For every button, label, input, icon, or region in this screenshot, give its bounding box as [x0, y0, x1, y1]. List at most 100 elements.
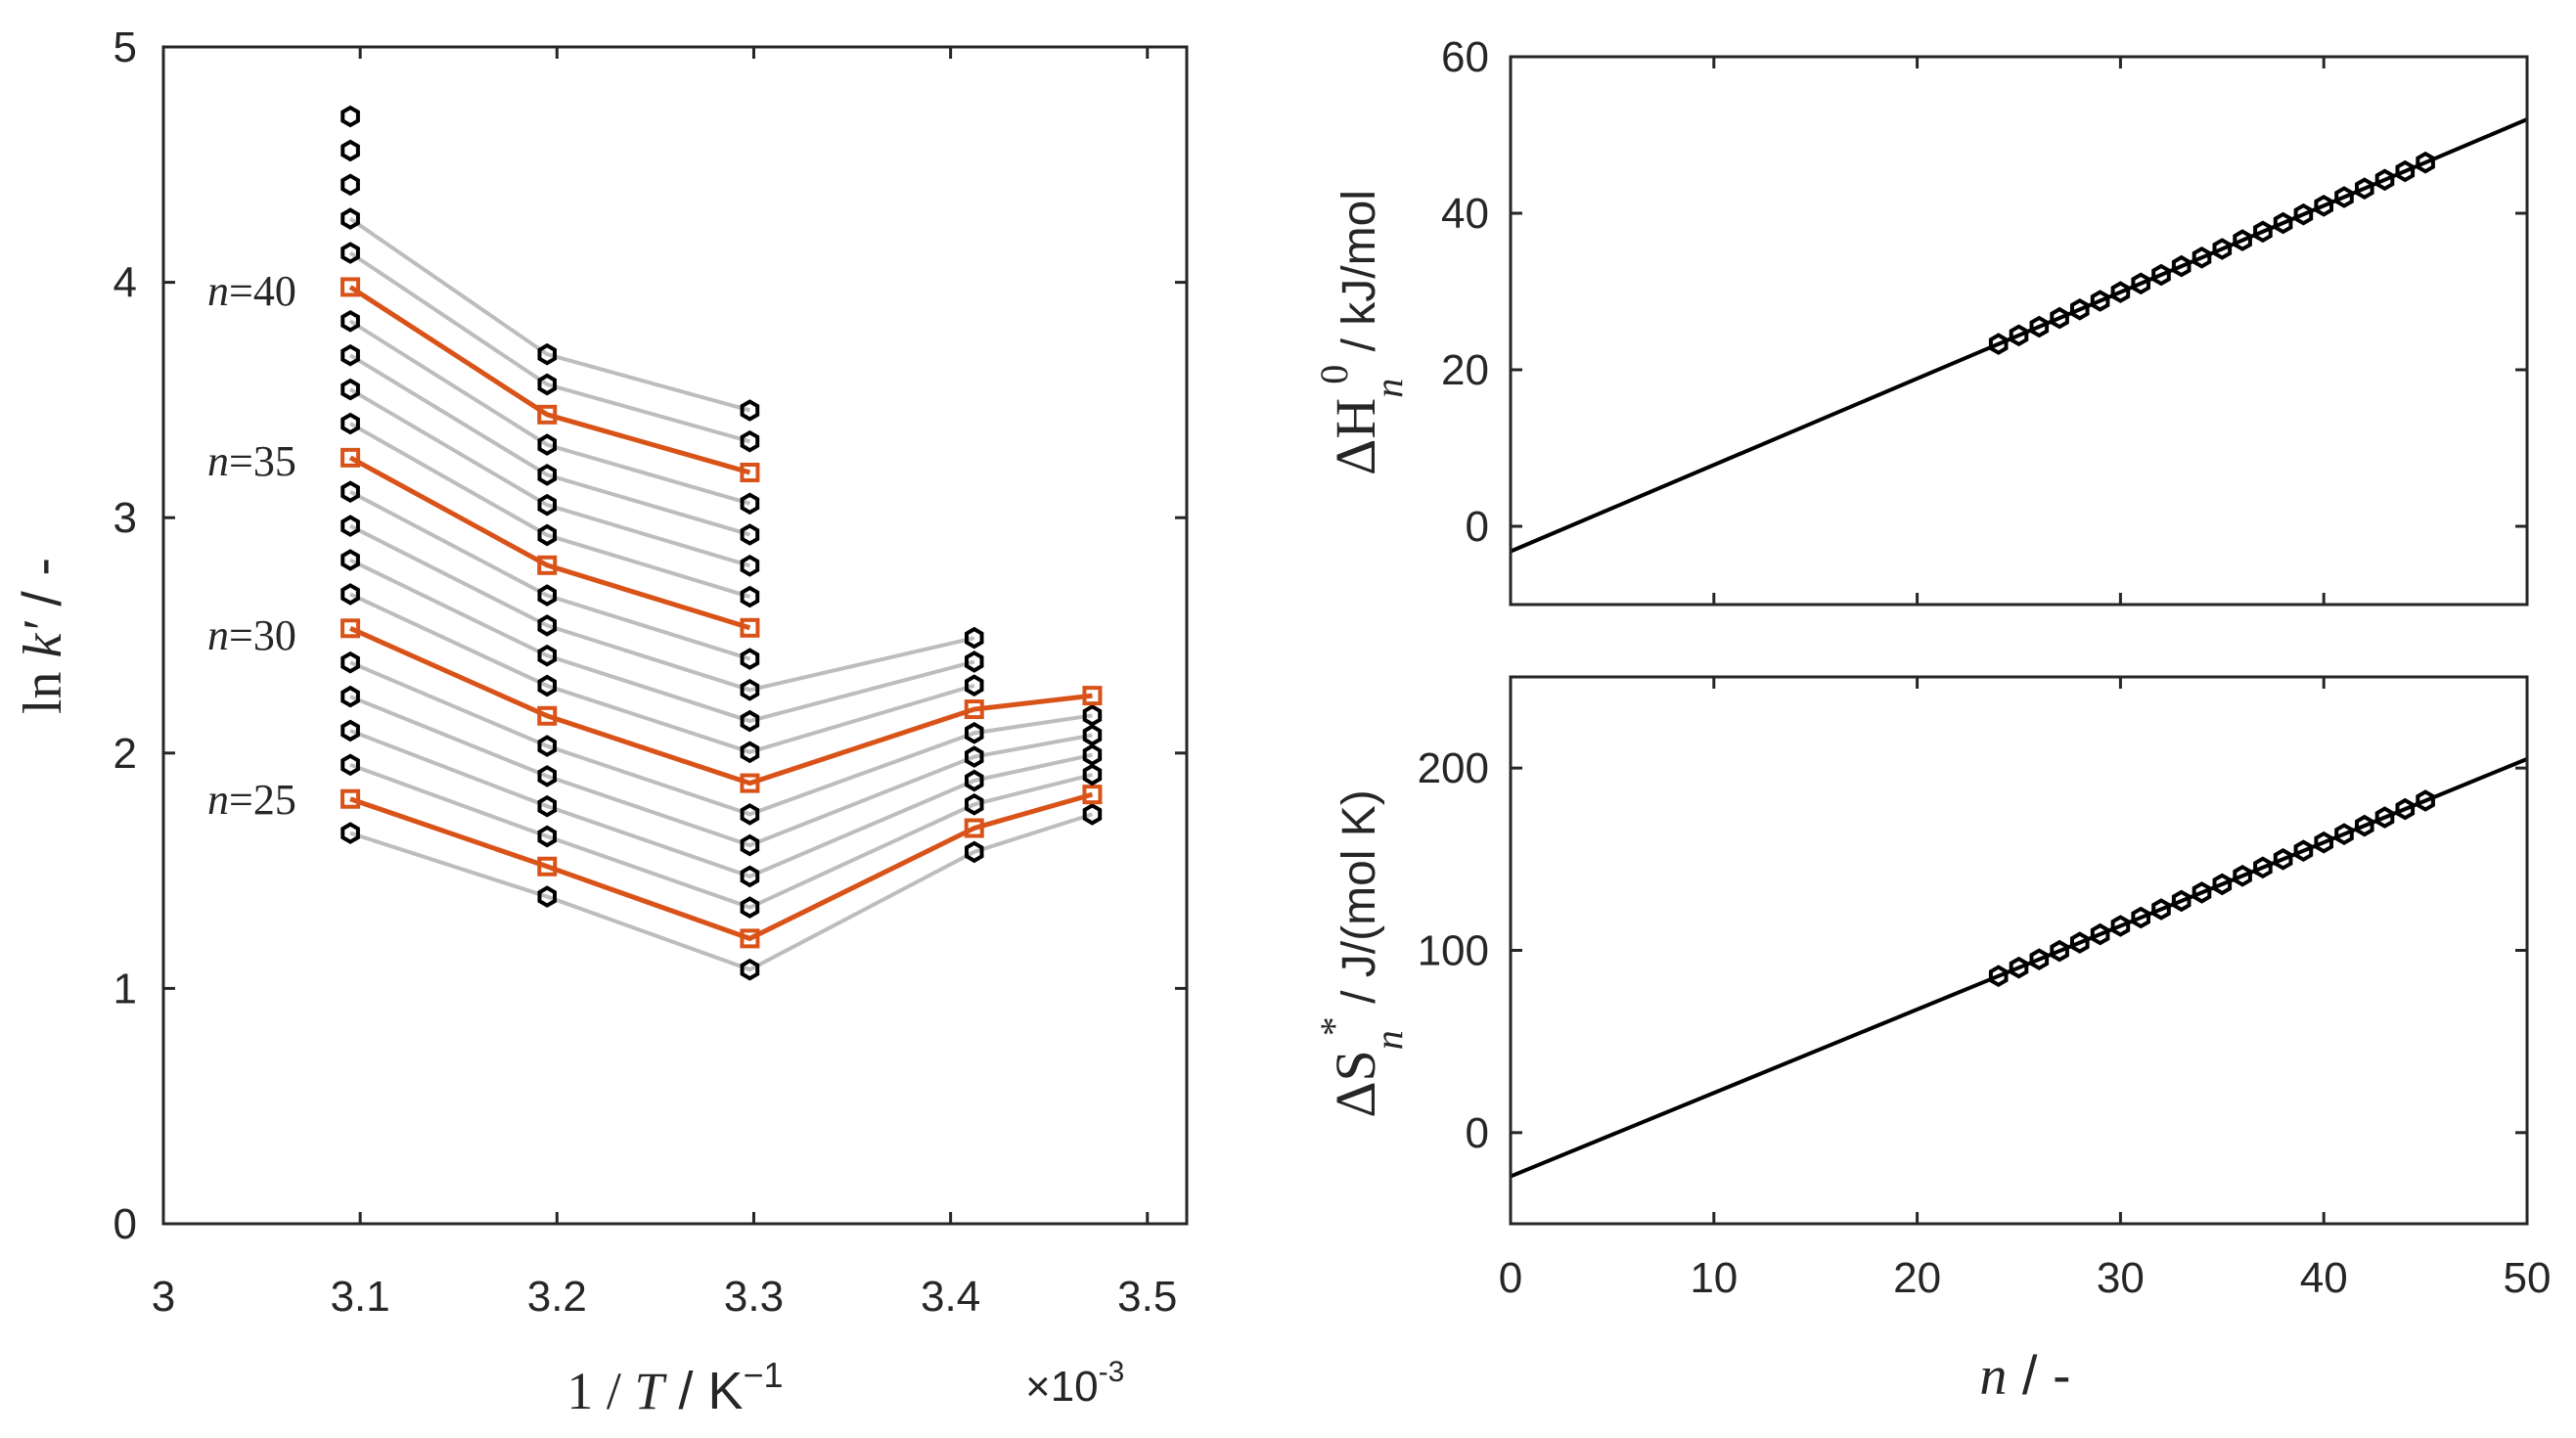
- data-hexagon-marker: [537, 644, 557, 667]
- data-hexagon-marker: [740, 678, 760, 701]
- entropy-data-marker: [1988, 965, 2009, 988]
- highlight-square-marker: [340, 447, 361, 468]
- data-hexagon-marker: [537, 674, 557, 697]
- data-hexagon-marker: [340, 309, 360, 333]
- entropy-x-tick-label: 50: [2504, 1254, 2552, 1302]
- entropy-x-axis-label: n / -: [1979, 1344, 2070, 1407]
- series-label-n30: n=30: [207, 611, 296, 659]
- enthalpy-data-marker: [2151, 263, 2171, 287]
- data-hexagon-marker: [740, 803, 760, 826]
- entropy-data-marker: [2171, 889, 2192, 913]
- enthalpy-ticks: 0 20 40 60: [1441, 33, 2529, 605]
- left-x-tick-label: 3.1: [331, 1273, 390, 1321]
- data-hexagon-marker: [740, 399, 760, 422]
- data-hexagon-marker: [1082, 724, 1103, 746]
- series-label-n35: n=35: [207, 437, 296, 485]
- entropy-data-marker: [2395, 797, 2416, 821]
- left-x-tick-label: 3.2: [527, 1273, 587, 1321]
- series-label-n25: n=25: [207, 776, 296, 824]
- data-hexagon-marker: [340, 583, 360, 606]
- data-hexagon-marker: [965, 792, 984, 816]
- left-y-axis-label: ln k′ / -: [11, 558, 73, 714]
- data-hexagon-marker: [340, 515, 360, 537]
- data-hexagon-marker: [537, 614, 557, 637]
- highlight-square-marker: [340, 277, 361, 297]
- svg-text:n=30: n=30: [207, 611, 296, 659]
- enthalpy-data-marker: [2090, 290, 2110, 312]
- left-x-multiplier: ×10-3: [1025, 1356, 1124, 1411]
- svg-text:n=25: n=25: [207, 776, 296, 824]
- data-hexagon-marker: [340, 753, 360, 777]
- fit-series-line: [349, 695, 1093, 848]
- entropy-y-tick-label: 200: [1418, 744, 1489, 792]
- data-hexagon-marker: [965, 721, 984, 744]
- entropy-data-marker: [2151, 898, 2171, 921]
- highlight-series-line: [349, 625, 1093, 786]
- highlight-square-marker: [537, 404, 558, 425]
- left-y-tick-label: 4: [113, 259, 137, 307]
- entropy-y-tick-label: 0: [1466, 1109, 1489, 1157]
- left-x-tick-label: 3.5: [1117, 1273, 1177, 1321]
- data-hexagon-marker: [340, 173, 360, 197]
- enthalpy-y-axis-label: ΔHn0 / kJ/mol: [1312, 190, 1411, 475]
- enthalpy-data-marker: [2416, 151, 2435, 174]
- entropy-data-marker: [2233, 864, 2252, 887]
- enthalpy-data-marker: [2029, 315, 2050, 338]
- entropy-data-marker: [2212, 873, 2233, 896]
- enthalpy-data-marker: [2314, 194, 2333, 217]
- entropy-x-tick-label: 30: [2097, 1254, 2145, 1302]
- data-hexagon-marker: [965, 745, 984, 768]
- left-ticks: 3 3.1 3.2 3.3 3.4 3.5 0 1 2 3 4 5: [113, 23, 1187, 1321]
- entropy-y-tick-label: 100: [1418, 927, 1489, 975]
- fit-series-line: [348, 250, 750, 444]
- enthalpy-y-tick-label: 20: [1441, 346, 1489, 394]
- enthalpy-plot-area: [1510, 117, 2528, 554]
- left-plot-area: [340, 105, 1103, 981]
- entropy-x-tick-label: 0: [1499, 1254, 1522, 1302]
- data-hexagon-marker: [340, 822, 360, 844]
- entropy-data-marker: [2293, 839, 2314, 863]
- data-hexagon-marker: [340, 549, 360, 571]
- series-label-n40: n=40: [207, 267, 296, 315]
- data-hexagon-marker: [740, 648, 760, 670]
- data-hexagon-marker: [537, 765, 557, 787]
- svg-text:n=40: n=40: [207, 267, 296, 315]
- enthalpy-data-marker: [2253, 220, 2273, 244]
- enthalpy-data-marker: [2070, 297, 2090, 321]
- left-y-tick-label: 5: [113, 23, 137, 71]
- data-hexagon-marker: [537, 493, 557, 517]
- entropy-ticks: 0 10 20 30 40 50 0 100 200: [1418, 677, 2552, 1302]
- enthalpy-y-tick-label: 0: [1466, 503, 1489, 551]
- data-hexagon-marker: [740, 958, 760, 981]
- entropy-data-marker: [2070, 931, 2090, 954]
- data-hexagon-marker: [340, 685, 360, 708]
- data-hexagon-marker: [965, 769, 984, 792]
- enthalpy-data-marker: [2334, 186, 2354, 208]
- enthalpy-data-marker: [1988, 333, 2009, 355]
- enthalpy-y-tick-label: 60: [1441, 33, 1489, 81]
- left-x-tick-label: 3: [152, 1273, 175, 1321]
- data-hexagon-marker: [537, 523, 557, 547]
- data-hexagon-marker: [537, 342, 557, 366]
- entropy-x-tick-label: 10: [1690, 1254, 1738, 1302]
- highlight-square-marker: [537, 555, 558, 575]
- enthalpy-data-marker: [2374, 168, 2395, 192]
- entropy-data-marker: [2090, 922, 2110, 946]
- highlight-square-marker: [740, 773, 760, 793]
- enthalpy-fit-line: [1510, 117, 2528, 554]
- data-hexagon-marker: [965, 840, 984, 864]
- fit-series-line: [349, 523, 975, 693]
- entropy-y-axis-label: ΔSn* / J/(mol K): [1312, 789, 1411, 1118]
- entropy-data-marker: [2110, 915, 2131, 937]
- enthalpy-data-marker: [2050, 306, 2069, 330]
- data-hexagon-marker: [340, 139, 360, 162]
- highlight-square-marker: [340, 788, 361, 809]
- entropy-x-tick-label: 20: [1893, 1254, 1941, 1302]
- enthalpy-data-marker: [2212, 238, 2233, 260]
- enthalpy-data-marker: [2110, 281, 2131, 303]
- entropy-data-marker: [2355, 814, 2374, 837]
- data-hexagon-marker: [537, 885, 557, 908]
- enthalpy-data-marker: [2355, 177, 2374, 201]
- enthalpy-data-marker: [2233, 229, 2252, 251]
